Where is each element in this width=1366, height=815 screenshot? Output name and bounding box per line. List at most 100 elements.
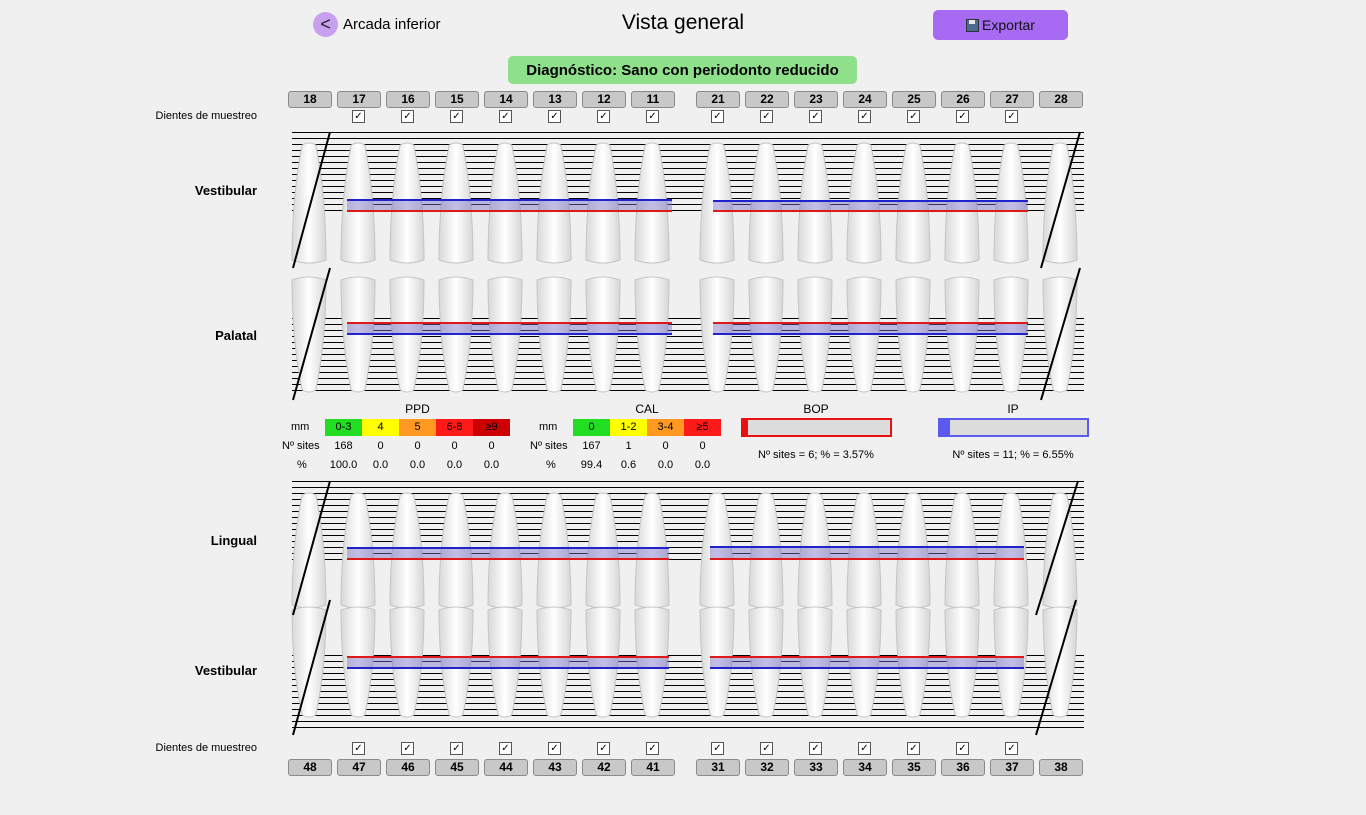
lower-sample-checkbox-37[interactable]: ✓ xyxy=(1005,742,1018,755)
ppd-title: PPD xyxy=(405,402,430,416)
tooth-illustration xyxy=(291,606,327,718)
lower-sample-checkbox-43[interactable]: ✓ xyxy=(548,742,561,755)
lower-left-divider xyxy=(292,599,331,736)
lower-tooth-35[interactable]: 35 xyxy=(892,759,936,776)
upper-tooth-23[interactable]: 23 xyxy=(794,91,838,108)
upper-tooth-18[interactable]: 18 xyxy=(288,91,332,108)
lower-tooth-45[interactable]: 45 xyxy=(435,759,479,776)
lower-sample-checkbox-34[interactable]: ✓ xyxy=(858,742,871,755)
lower-tooth-47[interactable]: 47 xyxy=(337,759,381,776)
lower-sample-checkbox-47[interactable]: ✓ xyxy=(352,742,365,755)
upper-sample-checkbox-21[interactable]: ✓ xyxy=(711,110,724,123)
lower-sample-checkbox-46[interactable]: ✓ xyxy=(401,742,414,755)
palatal-left-divider xyxy=(292,267,331,401)
ppd-sites-0: 168 xyxy=(334,440,353,452)
upper-tooth-24[interactable]: 24 xyxy=(843,91,887,108)
tooth-illustration xyxy=(1042,492,1078,609)
ppd-sites-1: 0 xyxy=(377,440,384,452)
lower-tooth-42[interactable]: 42 xyxy=(582,759,626,776)
lower-tooth-38[interactable]: 38 xyxy=(1039,759,1083,776)
lower-tooth-48[interactable]: 48 xyxy=(288,759,332,776)
upper-sample-checkbox-24[interactable]: ✓ xyxy=(858,110,871,123)
upper-sample-checkbox-11[interactable]: ✓ xyxy=(646,110,659,123)
cal-pct-2: 0.0 xyxy=(657,459,674,471)
upper-sample-checkbox-26[interactable]: ✓ xyxy=(956,110,969,123)
upper-sample-checkbox-16[interactable]: ✓ xyxy=(401,110,414,123)
sample-label-upper: Dientes de muestreo xyxy=(155,110,258,122)
upper-sample-checkbox-14[interactable]: ✓ xyxy=(499,110,512,123)
cal-pct-0: 99.4 xyxy=(580,459,603,471)
lower-tooth-31[interactable]: 31 xyxy=(696,759,740,776)
sites-label-cal: Nº sites xyxy=(530,440,568,452)
upper-sample-checkbox-13[interactable]: ✓ xyxy=(548,110,561,123)
tooth-illustration xyxy=(797,606,833,718)
upper-tooth-15[interactable]: 15 xyxy=(435,91,479,108)
back-label: Arcada inferior xyxy=(343,16,441,33)
ppd-sites-4: 0 xyxy=(488,440,495,452)
mm-label-ppd: mm xyxy=(291,421,310,433)
cal-sites-3: 0 xyxy=(699,440,706,452)
tooth-illustration xyxy=(993,142,1029,264)
upper-tooth-17[interactable]: 17 xyxy=(337,91,381,108)
lower-tooth-36[interactable]: 36 xyxy=(941,759,985,776)
lower-sample-checkbox-42[interactable]: ✓ xyxy=(597,742,610,755)
row-label-upper-buccal: Vestibular xyxy=(194,183,257,198)
bop-title: BOP xyxy=(803,402,829,416)
ppd-pct-0: 100.0 xyxy=(329,459,358,471)
upper-tooth-13[interactable]: 13 xyxy=(533,91,577,108)
upper-sample-checkbox-22[interactable]: ✓ xyxy=(760,110,773,123)
lower-sample-checkbox-32[interactable]: ✓ xyxy=(760,742,773,755)
lower-tooth-37[interactable]: 37 xyxy=(990,759,1034,776)
tooth-illustration xyxy=(438,492,474,609)
tooth-illustration xyxy=(846,606,882,718)
upper-tooth-14[interactable]: 14 xyxy=(484,91,528,108)
lower-tooth-43[interactable]: 43 xyxy=(533,759,577,776)
upper-sample-checkbox-27[interactable]: ✓ xyxy=(1005,110,1018,123)
cal-bin-2: 3-4 xyxy=(647,419,684,436)
upper-tooth-12[interactable]: 12 xyxy=(582,91,626,108)
lower-tooth-33[interactable]: 33 xyxy=(794,759,838,776)
diagnosis-badge: Diagnóstico: Sano con periodonto reducid… xyxy=(508,56,857,84)
upper-sample-checkbox-17[interactable]: ✓ xyxy=(352,110,365,123)
ip-summary: Nº sites = 11; % = 6.55% xyxy=(952,449,1074,461)
lower-sample-checkbox-31[interactable]: ✓ xyxy=(711,742,724,755)
tooth-illustration xyxy=(944,492,980,609)
back-button[interactable]: < Arcada inferior xyxy=(313,12,441,37)
upper-sample-checkbox-15[interactable]: ✓ xyxy=(450,110,463,123)
upper-tooth-28[interactable]: 28 xyxy=(1039,91,1083,108)
lower-tooth-44[interactable]: 44 xyxy=(484,759,528,776)
export-button[interactable]: Exportar xyxy=(933,10,1068,40)
upper-tooth-22[interactable]: 22 xyxy=(745,91,789,108)
mm-label-cal: mm xyxy=(539,421,558,433)
tooth-illustration xyxy=(634,142,670,264)
upper-tooth-26[interactable]: 26 xyxy=(941,91,985,108)
upper-tooth-16[interactable]: 16 xyxy=(386,91,430,108)
upper-right-divider xyxy=(1040,131,1081,269)
upper-tooth-21[interactable]: 21 xyxy=(696,91,740,108)
lower-sample-checkbox-35[interactable]: ✓ xyxy=(907,742,920,755)
tooth-illustration xyxy=(291,492,327,609)
lower-tooth-41[interactable]: 41 xyxy=(631,759,675,776)
upper-left-divider xyxy=(292,131,331,269)
chevron-left-icon: < xyxy=(313,12,338,37)
lower-sample-checkbox-41[interactable]: ✓ xyxy=(646,742,659,755)
lower-tooth-32[interactable]: 32 xyxy=(745,759,789,776)
tooth-illustration xyxy=(797,492,833,609)
lower-tooth-34[interactable]: 34 xyxy=(843,759,887,776)
tooth-illustration xyxy=(487,142,523,264)
upper-tooth-25[interactable]: 25 xyxy=(892,91,936,108)
upper-tooth-27[interactable]: 27 xyxy=(990,91,1034,108)
lower-sample-checkbox-45[interactable]: ✓ xyxy=(450,742,463,755)
lower-sample-checkbox-33[interactable]: ✓ xyxy=(809,742,822,755)
palatal-right-divider xyxy=(1040,267,1081,401)
upper-sample-checkbox-12[interactable]: ✓ xyxy=(597,110,610,123)
row-label-lower-lingual: Lingual xyxy=(210,533,257,548)
lower-tooth-46[interactable]: 46 xyxy=(386,759,430,776)
upper-tooth-11[interactable]: 11 xyxy=(631,91,675,108)
upper-sample-checkbox-25[interactable]: ✓ xyxy=(907,110,920,123)
lower-sample-checkbox-44[interactable]: ✓ xyxy=(499,742,512,755)
pocket-band xyxy=(713,201,1028,211)
upper-sample-checkbox-23[interactable]: ✓ xyxy=(809,110,822,123)
pocket-band xyxy=(710,547,1024,559)
lower-sample-checkbox-36[interactable]: ✓ xyxy=(956,742,969,755)
